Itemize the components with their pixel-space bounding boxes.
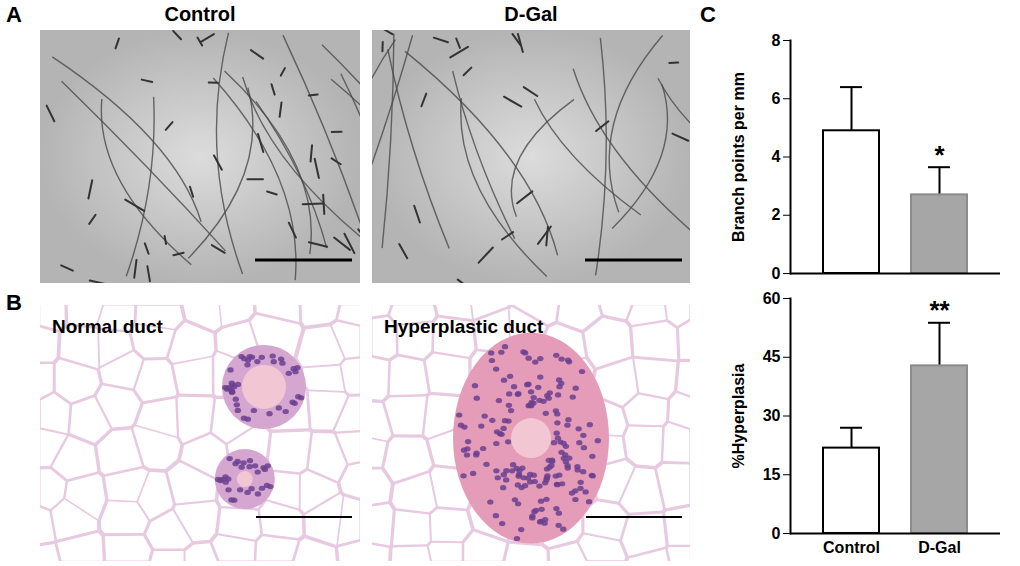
svg-text:15: 15: [763, 466, 781, 483]
svg-text:6: 6: [772, 90, 781, 107]
html-text:D-Gal: D-Gal: [504, 3, 558, 25]
svg-text:4: 4: [772, 148, 781, 165]
svg-text:60: 60: [763, 290, 781, 307]
html-text:C: C: [700, 2, 716, 27]
svg-text:**: **: [929, 295, 950, 325]
svg-text:D-Gal: D-Gal: [918, 539, 961, 556]
svg-text:0: 0: [772, 265, 781, 282]
svg-text:2: 2: [772, 206, 781, 223]
html-text:A: A: [6, 2, 22, 27]
svg-text:8: 8: [772, 32, 781, 49]
svg-text:Hyperplastic duct: Hyperplastic duct: [384, 316, 544, 337]
svg-text:Normal duct: Normal duct: [52, 316, 164, 337]
html-text:B: B: [6, 290, 22, 315]
svg-text:45: 45: [763, 348, 781, 365]
svg-text:Control: Control: [823, 539, 880, 556]
svg-text:Branch points per mm: Branch points per mm: [730, 72, 747, 242]
svg-text:30: 30: [763, 407, 781, 424]
svg-text:0: 0: [772, 525, 781, 542]
svg-text:*: *: [934, 140, 945, 170]
html-text:Control: Control: [164, 3, 236, 25]
svg-text:%Hyperplasia: %Hyperplasia: [730, 363, 747, 468]
